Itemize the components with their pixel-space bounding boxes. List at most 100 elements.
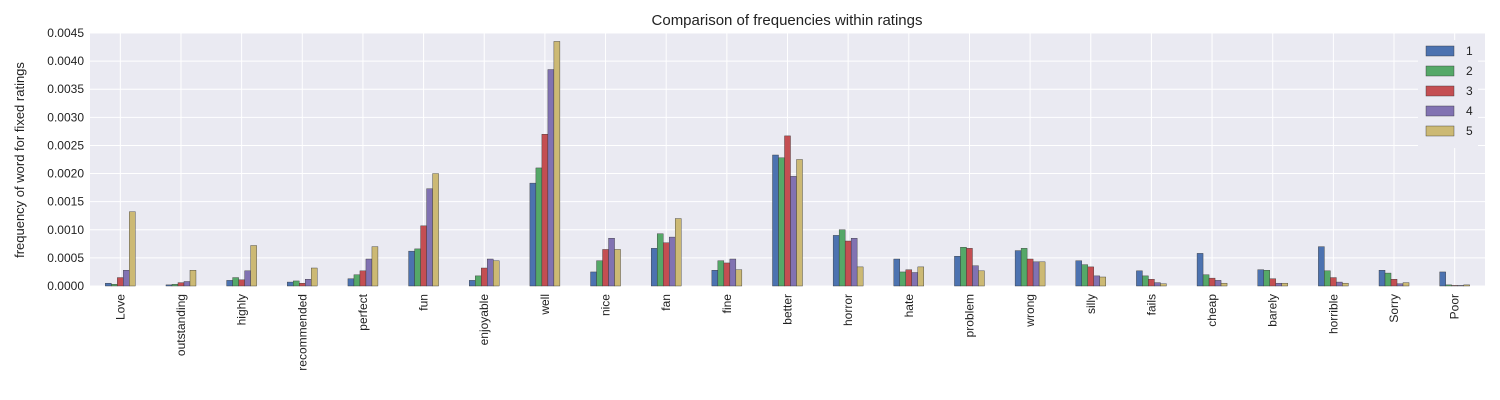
x-tick-label: nice xyxy=(599,294,613,316)
bar-poor-rating-2 xyxy=(1445,284,1452,287)
bar-enjoyable-rating-4 xyxy=(487,258,494,287)
bar-poor-rating-5 xyxy=(1463,284,1470,287)
bar-nice-rating-3 xyxy=(602,249,609,287)
bar-fails-rating-4 xyxy=(1154,282,1161,287)
bar-horror-rating-4 xyxy=(850,238,858,287)
bar-better-rating-3 xyxy=(784,135,791,287)
bar-love-rating-5 xyxy=(129,211,136,287)
bar-fun-rating-1 xyxy=(408,250,415,287)
x-tick-label: fun xyxy=(417,294,431,311)
bar-nice-rating-5 xyxy=(614,249,621,287)
bar-horrible-rating-2 xyxy=(1324,270,1331,287)
y-tick-label: 0.0040 xyxy=(47,54,84,68)
bar-silly-rating-4 xyxy=(1093,275,1100,287)
y-tick-label: 0.0015 xyxy=(47,195,84,209)
bar-nice-rating-4 xyxy=(608,238,615,287)
bar-better-rating-2 xyxy=(778,157,785,287)
bar-fun-rating-5 xyxy=(432,173,439,287)
bar-well-rating-3 xyxy=(541,133,549,287)
x-tick-label: recommended xyxy=(295,294,309,371)
bar-recommended-rating-1 xyxy=(287,281,294,287)
bar-fine-rating-3 xyxy=(723,262,731,287)
bar-barely-rating-2 xyxy=(1263,270,1270,287)
bar-fun-rating-2 xyxy=(414,248,421,287)
bar-sorry-rating-2 xyxy=(1384,272,1392,287)
bar-fan-rating-1 xyxy=(650,248,658,287)
bar-wrong-rating-2 xyxy=(1020,248,1028,287)
x-tick-label: wrong xyxy=(1023,294,1037,328)
bar-highly-rating-1 xyxy=(226,280,233,287)
bar-sorry-rating-5 xyxy=(1402,282,1410,287)
legend: 1 2 3 4 5 xyxy=(1418,40,1478,148)
bar-fails-rating-3 xyxy=(1148,279,1155,287)
bar-wrong-rating-4 xyxy=(1032,261,1040,287)
legend-label: 3 xyxy=(1466,84,1473,98)
bar-hate-rating-3 xyxy=(905,269,913,287)
bar-horrible-rating-4 xyxy=(1336,281,1343,287)
y-tick-label: 0.0000 xyxy=(47,279,84,293)
bar-sorry-rating-4 xyxy=(1396,283,1404,287)
bar-well-rating-1 xyxy=(529,182,537,287)
bar-recommended-rating-2 xyxy=(293,280,300,287)
bar-horrible-rating-1 xyxy=(1318,246,1325,287)
bar-highly-rating-4 xyxy=(244,270,251,287)
bar-cheap-rating-3 xyxy=(1208,277,1216,287)
bar-nice-rating-2 xyxy=(596,260,603,287)
bar-perfect-rating-3 xyxy=(359,270,367,287)
x-tick-label: fine xyxy=(720,294,734,314)
y-tick-label: 0.0035 xyxy=(47,82,84,96)
bar-fan-rating-2 xyxy=(656,233,664,287)
x-tick-label: barely xyxy=(1266,294,1280,327)
bar-silly-rating-2 xyxy=(1081,264,1088,287)
bar-fine-rating-5 xyxy=(735,269,743,287)
bar-well-rating-2 xyxy=(535,167,543,287)
legend-swatch-1 xyxy=(1425,45,1455,57)
bar-barely-rating-4 xyxy=(1275,282,1282,287)
bar-perfect-rating-2 xyxy=(353,274,361,287)
bar-love-rating-1 xyxy=(105,282,112,287)
x-tick-label: horror xyxy=(841,294,855,326)
bar-problem-rating-3 xyxy=(966,248,973,287)
chart-title: Comparison of frequencies within ratings xyxy=(652,12,923,29)
legend-label: 4 xyxy=(1466,104,1473,118)
bar-fails-rating-2 xyxy=(1142,275,1149,287)
x-tick-label: Love xyxy=(113,294,127,320)
bar-hate-rating-2 xyxy=(899,271,907,287)
bar-outstanding-rating-1 xyxy=(165,284,173,287)
y-tick-label: 0.0020 xyxy=(47,167,84,181)
bar-wrong-rating-3 xyxy=(1026,258,1034,287)
x-tick-label: horrible xyxy=(1326,294,1340,334)
bar-fun-rating-4 xyxy=(426,188,433,287)
x-tick-label: silly xyxy=(1084,294,1098,314)
bar-poor-rating-3 xyxy=(1451,285,1458,287)
bar-outstanding-rating-2 xyxy=(171,284,179,287)
bar-cheap-rating-2 xyxy=(1202,274,1210,287)
bar-horror-rating-5 xyxy=(856,266,864,287)
x-tick-label: hate xyxy=(902,294,916,318)
bar-recommended-rating-3 xyxy=(299,282,306,287)
bar-fine-rating-4 xyxy=(729,258,737,287)
bar-silly-rating-3 xyxy=(1087,266,1094,287)
legend-label: 5 xyxy=(1466,124,1473,138)
bar-perfect-rating-5 xyxy=(371,246,379,287)
bar-well-rating-5 xyxy=(553,41,561,287)
bar-horror-rating-1 xyxy=(832,235,840,287)
bar-problem-rating-2 xyxy=(960,247,967,287)
bar-horrible-rating-3 xyxy=(1330,277,1337,287)
bar-better-rating-4 xyxy=(790,176,797,287)
y-tick-label: 0.0010 xyxy=(47,223,84,237)
bar-fine-rating-1 xyxy=(711,270,719,287)
bar-love-rating-2 xyxy=(111,284,118,287)
x-tick-label: fan xyxy=(659,294,673,311)
bar-horror-rating-2 xyxy=(838,229,846,287)
bar-wrong-rating-1 xyxy=(1014,250,1022,287)
y-tick-labels: 0.0000 0.0005 0.0010 0.0015 0.0020 0.0025 0.00… xyxy=(47,26,84,293)
bar-recommended-rating-5 xyxy=(311,267,318,287)
x-tick-label: highly xyxy=(235,294,249,325)
bar-barely-rating-1 xyxy=(1257,269,1264,287)
bar-barely-rating-5 xyxy=(1281,282,1288,287)
x-tick-labels: Love outstanding highly recommended perfect f… xyxy=(113,293,1461,370)
bar-nice-rating-1 xyxy=(590,271,597,287)
